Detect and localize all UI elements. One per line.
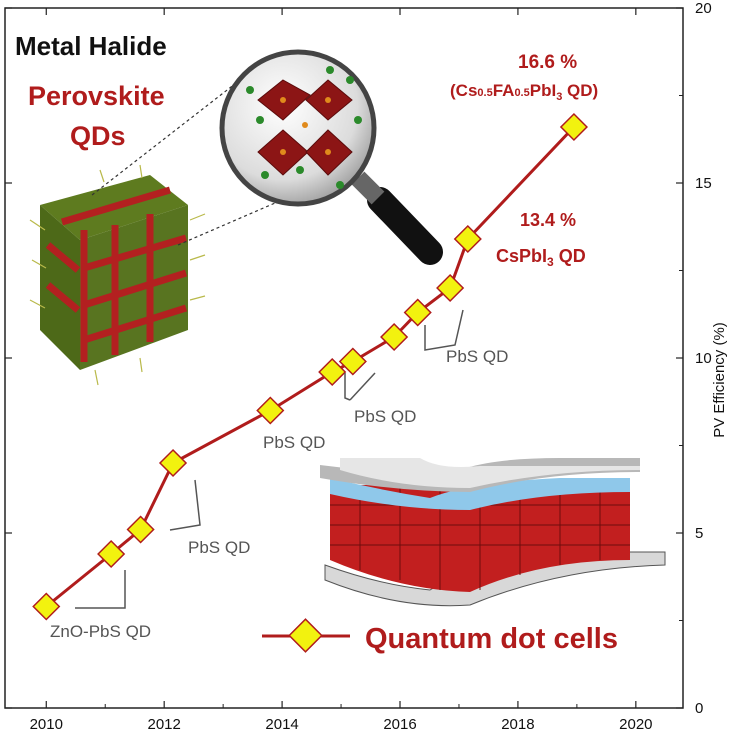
x-tick-label: 2014 xyxy=(265,716,298,733)
x-tick-label: 2020 xyxy=(619,716,652,733)
zoom-connector xyxy=(91,79,283,246)
x-tick-label: 2018 xyxy=(501,716,534,733)
best-material-label: (Cs0.5FA0.5PbI3 QD) xyxy=(450,81,598,103)
y-tick-label: 10 xyxy=(695,350,712,367)
data-point xyxy=(158,448,188,478)
second-efficiency-label: 13.4 % xyxy=(520,210,576,230)
y-tick-label: 0 xyxy=(695,700,703,717)
nanocube-illustration xyxy=(29,164,206,386)
pbs-label-4: PbS QD xyxy=(446,347,508,366)
data-point xyxy=(453,224,482,254)
pbs-label-1: PbS QD xyxy=(188,538,250,557)
bracket-1 xyxy=(75,309,464,609)
x-tick-label: 2010 xyxy=(30,716,63,733)
magnifier-icon xyxy=(219,49,443,265)
data-point xyxy=(403,298,432,327)
title-line-1: Metal Halide xyxy=(15,31,167,61)
title-line-2: Perovskite xyxy=(28,81,165,111)
data-point xyxy=(436,273,465,303)
legend: Quantum dot cells xyxy=(262,618,618,655)
y-tick-label: 20 xyxy=(695,0,712,17)
pbs-label-2: PbS QD xyxy=(263,433,325,452)
x-tick-label: 2016 xyxy=(383,716,416,733)
legend-marker xyxy=(288,618,323,653)
y-axis-label: PV Efficiency (%) xyxy=(711,322,728,438)
znopbs-label: ZnO-PbS QD xyxy=(50,622,151,641)
y-tick-label: 15 xyxy=(695,175,712,192)
second-material-label: CsPbI3 QD xyxy=(496,246,586,269)
data-point xyxy=(126,515,155,544)
legend-label: Quantum dot cells xyxy=(365,623,618,655)
data-point xyxy=(256,396,285,425)
device-illustration xyxy=(320,458,666,607)
data-series xyxy=(32,112,588,621)
data-point xyxy=(32,592,61,621)
axes: 2010 2012 2014 2016 2018 2020 0 5 10 15 20 xyxy=(5,0,712,733)
data-point xyxy=(559,112,588,142)
data-point xyxy=(380,322,409,352)
data-point xyxy=(318,357,347,387)
title-line-3: QDs xyxy=(70,121,126,151)
best-efficiency-label: 16.6 % xyxy=(518,52,577,73)
data-point xyxy=(338,347,367,376)
pbs-label-3: PbS QD xyxy=(354,407,416,426)
x-tick-label: 2012 xyxy=(147,716,180,733)
data-point xyxy=(97,539,126,569)
y-tick-label: 5 xyxy=(695,525,703,542)
